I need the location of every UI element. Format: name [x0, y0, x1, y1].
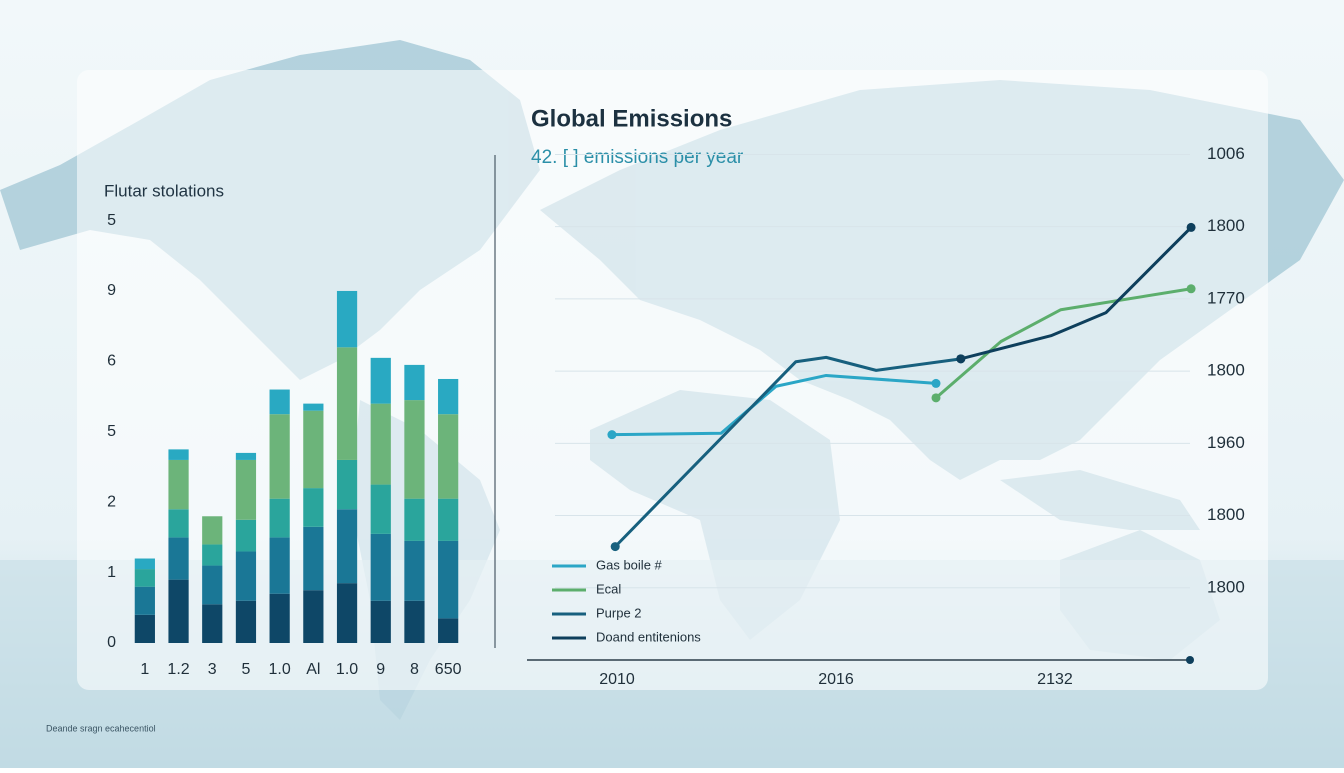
chart-subtitle: 42. [ ] emissions per year — [531, 147, 744, 168]
x-tick-label: 9 — [376, 661, 385, 678]
y-tick-label: 1800 — [1207, 361, 1245, 380]
bar-segment — [303, 410, 324, 489]
bar-segment — [269, 593, 290, 643]
x-tick-label: 1.0 — [269, 661, 291, 678]
x-tick-label: 5 — [241, 661, 250, 678]
y-tick-label: 0 — [107, 634, 116, 651]
line-point — [931, 378, 941, 388]
y-tick-label: 5 — [107, 212, 116, 229]
x-tick-label: 1.0 — [336, 661, 358, 678]
line-series — [611, 373, 937, 437]
x-tick-label: 2010 — [599, 671, 635, 688]
line-point — [956, 354, 966, 364]
bar-segment — [336, 509, 358, 584]
bar-segment — [168, 537, 189, 580]
y-tick-label: 5 — [107, 423, 116, 440]
bar-segment — [303, 526, 324, 591]
bar-segment — [235, 519, 257, 552]
bar-segment — [168, 459, 189, 510]
bar-segment — [336, 459, 358, 510]
bar-segment — [438, 414, 459, 499]
bar-segment — [438, 378, 459, 415]
y-tick-label: 1800 — [1207, 216, 1245, 235]
bar-segment — [269, 537, 290, 594]
line-series — [960, 226, 1193, 361]
bar-segment — [336, 290, 358, 348]
y-tick-label: 2 — [107, 493, 116, 510]
bar-segment — [168, 579, 189, 643]
x-tick-label: 1.2 — [167, 661, 189, 678]
x-tick-label: 2016 — [818, 671, 854, 688]
legend-label: Doand entitenions — [596, 629, 701, 644]
bar-segment — [168, 509, 189, 538]
bar-segment — [336, 347, 358, 460]
bar-segment — [336, 583, 358, 643]
bar-segment — [370, 533, 391, 601]
bar-segment — [370, 403, 391, 485]
line-point — [1186, 222, 1196, 232]
x-tick-label: 1 — [140, 661, 149, 678]
bar-segment — [134, 586, 155, 615]
bar-segment — [134, 558, 155, 570]
bar-segment — [438, 618, 459, 643]
line-point — [610, 542, 620, 552]
x-tick-label: 3 — [208, 661, 217, 678]
bar-segment — [370, 357, 391, 404]
line-point — [1186, 284, 1196, 294]
bar-segment — [404, 364, 425, 401]
bar-segment — [404, 400, 425, 499]
legend-label: Purpe 2 — [596, 605, 642, 620]
line-series — [614, 355, 962, 548]
chart-title: Flutar stolations — [104, 181, 224, 200]
legend-label: Ecal — [596, 581, 621, 596]
bar-segment — [202, 544, 223, 566]
chart-title: Global Emissions — [531, 105, 732, 132]
bar-segment — [134, 569, 155, 587]
bar-segment — [438, 498, 459, 541]
y-tick-label: 1770 — [1207, 288, 1245, 307]
bar-segment — [168, 449, 189, 460]
bar-segment — [404, 540, 425, 601]
x-tick-label: 650 — [435, 661, 462, 678]
bar-segment — [269, 389, 290, 415]
y-tick-label: 1960 — [1207, 433, 1245, 452]
legend-label: Gas boile # — [596, 557, 663, 572]
x-tick-label: 2132 — [1037, 671, 1073, 688]
bar-segment — [269, 414, 290, 499]
axis-end — [1186, 656, 1194, 664]
bar-segment — [202, 604, 223, 643]
bar-segment — [235, 600, 257, 643]
y-tick-label: 1006 — [1207, 144, 1245, 163]
bar-segment — [303, 590, 324, 643]
y-tick-label: 6 — [107, 353, 116, 370]
bar-segment — [438, 540, 459, 619]
bar-segment — [202, 516, 223, 545]
y-tick-label: 9 — [107, 282, 116, 299]
y-tick-label: 1 — [107, 564, 116, 581]
x-tick-label: Al — [306, 661, 320, 678]
bar-segment — [370, 600, 391, 643]
x-tick-label: 8 — [410, 661, 419, 678]
bar-segment — [404, 498, 425, 541]
y-tick-label: 1800 — [1207, 577, 1245, 596]
bar-segment — [134, 614, 155, 643]
bar-segment — [235, 452, 257, 460]
line-point — [607, 430, 617, 440]
bar-segment — [404, 600, 425, 643]
bar-segment — [235, 551, 257, 601]
bar-segment — [235, 459, 257, 520]
line-point — [931, 393, 941, 403]
bar-segment — [370, 484, 391, 534]
footnote: Deande sragn ecahecentiol — [46, 723, 156, 733]
y-tick-label: 1800 — [1207, 505, 1245, 524]
bar-segment — [303, 403, 324, 411]
line-series — [935, 287, 1192, 399]
bar-segment — [269, 498, 290, 538]
bar-segment — [202, 565, 223, 605]
bar-segment — [303, 488, 324, 527]
